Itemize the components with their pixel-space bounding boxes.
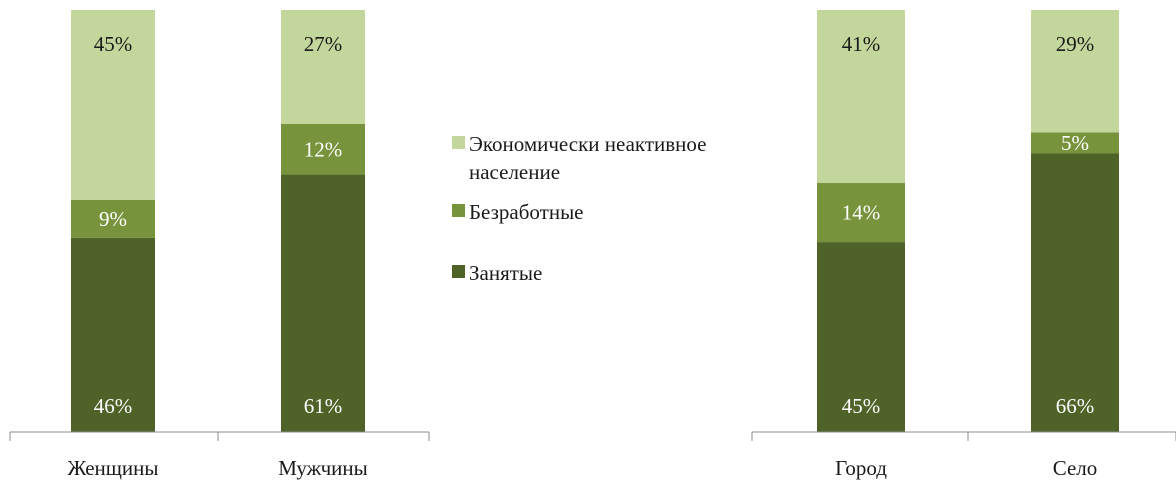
category-tick-label-1-1: Село [1053, 456, 1098, 480]
data-label-employed-0-0: 46% [94, 394, 133, 418]
bar-employed-0-0 [71, 237, 155, 432]
data-label-employed-1-1: 66% [1056, 394, 1095, 418]
legend-label-unemployed: Безработные [469, 200, 584, 224]
legend-item-unemployed: Безработные [452, 198, 719, 226]
legend-swatch-unemployed [452, 204, 465, 217]
bar-unemployed-0-1 [281, 123, 365, 175]
bar-inactive-0-0 [71, 10, 155, 200]
bar-unemployed-1-1 [1031, 132, 1119, 154]
bar-employed-0-1 [281, 174, 365, 432]
data-label-unemployed-1-0: 14% [842, 201, 881, 225]
bar-inactive-1-1 [1031, 10, 1119, 133]
data-label-unemployed-1-1: 5% [1061, 131, 1089, 155]
legend-item-employed: Занятые [452, 259, 719, 287]
legend-swatch-inactive [452, 136, 465, 149]
data-label-unemployed-0-0: 9% [99, 207, 127, 231]
bar-employed-1-1 [1031, 153, 1119, 433]
data-label-inactive-0-1: 27% [304, 32, 343, 56]
bar-employed-1-0 [817, 242, 905, 432]
bar-unemployed-1-0 [817, 183, 905, 243]
data-label-employed-0-1: 61% [304, 394, 343, 418]
data-label-inactive-1-1: 29% [1056, 32, 1095, 56]
category-tick-label-1-0: Город [835, 456, 887, 480]
bar-inactive-0-1 [281, 10, 365, 124]
category-tick-label-0-1: Мужчины [278, 456, 368, 480]
legend-swatch-employed [452, 265, 465, 278]
data-label-unemployed-0-1: 12% [304, 137, 343, 161]
bar-inactive-1-0 [817, 10, 905, 184]
data-label-inactive-0-0: 45% [94, 32, 133, 56]
legend-label-inactive: Экономически неактивное население [469, 132, 707, 184]
category-tick-label-0-0: Женщины [67, 456, 158, 480]
data-label-employed-1-0: 45% [842, 394, 881, 418]
legend-item-inactive: Экономически неактивное население [452, 130, 719, 186]
bar-unemployed-0-0 [71, 199, 155, 238]
data-label-inactive-1-0: 41% [842, 32, 881, 56]
legend-label-employed: Занятые [469, 261, 543, 285]
